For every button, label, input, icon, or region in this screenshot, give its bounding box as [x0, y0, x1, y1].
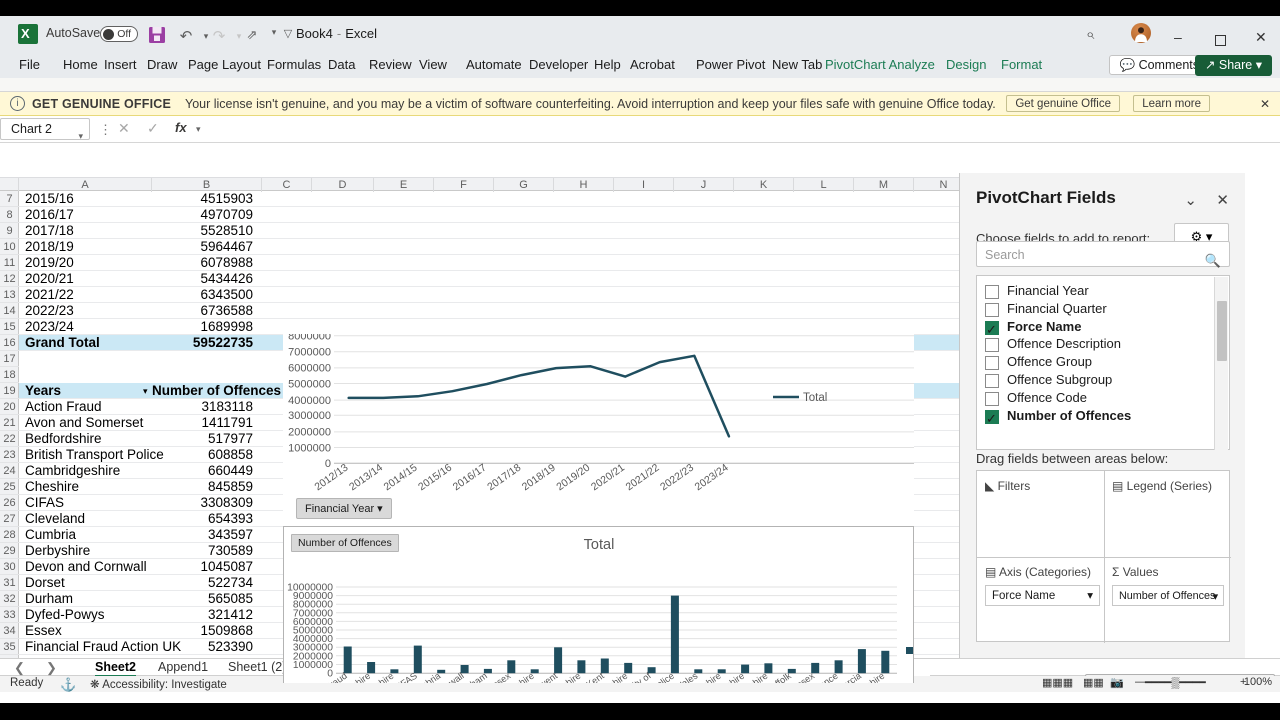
- svg-text:2021/22: 2021/22: [624, 462, 662, 494]
- svg-text:Total: Total: [803, 392, 827, 404]
- svg-text:5000000: 5000000: [288, 378, 331, 390]
- svg-text:2023/24: 2023/24: [693, 462, 731, 494]
- svg-text:2014/15: 2014/15: [382, 462, 420, 494]
- svg-text:2013/14: 2013/14: [347, 462, 385, 494]
- svg-text:Total: Total: [584, 537, 615, 553]
- svg-text:7000000: 7000000: [288, 347, 331, 359]
- svg-text:8000000: 8000000: [288, 334, 331, 343]
- svg-text:2017/18: 2017/18: [485, 462, 523, 494]
- svg-text:2022/23: 2022/23: [658, 462, 696, 494]
- svg-text:2012/13: 2012/13: [312, 462, 350, 494]
- svg-text:0: 0: [325, 458, 331, 470]
- svg-text:2019/20: 2019/20: [554, 462, 592, 494]
- svg-text:2016/17: 2016/17: [451, 462, 489, 494]
- svg-text:4000000: 4000000: [288, 395, 331, 407]
- svg-text:6000000: 6000000: [288, 363, 331, 375]
- svg-text:2015/16: 2015/16: [416, 462, 454, 494]
- svg-text:2000000: 2000000: [288, 427, 331, 439]
- svg-text:1000000: 1000000: [288, 442, 331, 454]
- svg-text:2020/21: 2020/21: [589, 462, 627, 494]
- svg-text:3000000: 3000000: [288, 410, 331, 422]
- svg-text:2018/19: 2018/19: [520, 462, 558, 494]
- svg-text:Action Fraud: Action Fraud: [300, 671, 349, 683]
